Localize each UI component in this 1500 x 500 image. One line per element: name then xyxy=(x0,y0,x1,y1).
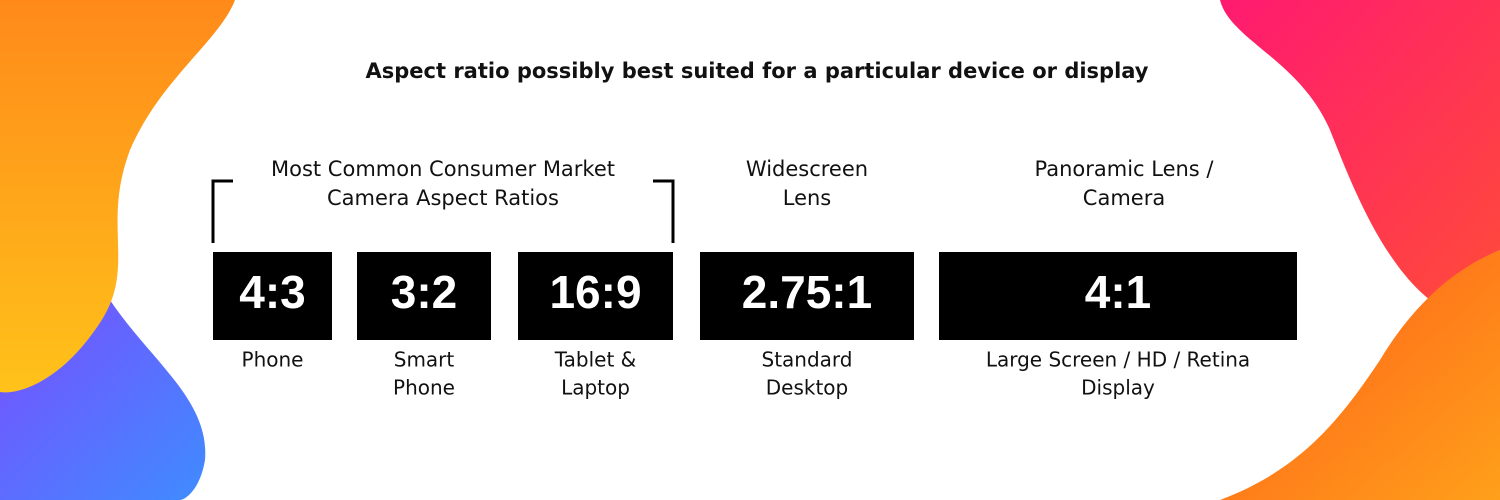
device-label: Large Screen / HD / Retina xyxy=(986,348,1250,372)
ratio-label: 16:9 xyxy=(549,266,641,318)
ratio-box xyxy=(213,252,332,340)
ratio-label: 2.75:1 xyxy=(742,266,872,318)
ratio-box xyxy=(357,252,491,340)
ratio-label: 4:3 xyxy=(239,266,305,318)
group-heading: Camera Aspect Ratios xyxy=(327,186,559,210)
group-heading: Most Common Consumer Market xyxy=(271,157,615,181)
group-heading: Widescreen xyxy=(746,157,868,181)
group-heading: Camera xyxy=(1083,186,1165,210)
ratio-label: 4:1 xyxy=(1085,266,1151,318)
device-label: Laptop xyxy=(561,376,630,400)
ratio-label: 3:2 xyxy=(391,266,457,318)
items: 4:3 Phone 3:2 Smart Phone 16:9 Tablet & Laptop 2… xyxy=(213,252,1297,400)
device-label: Tablet & xyxy=(554,348,637,372)
device-label: Phone xyxy=(242,348,304,372)
ratio-box xyxy=(700,252,914,340)
ratio-box xyxy=(939,252,1297,340)
title: Aspect ratio possibly best suited for a … xyxy=(366,59,1149,83)
group-heading: Panoramic Lens / xyxy=(1034,157,1214,181)
bracket xyxy=(211,179,675,243)
blob xyxy=(1220,250,1500,500)
ratio-box xyxy=(518,252,673,340)
blob xyxy=(1220,0,1500,300)
device-label: Phone xyxy=(393,376,455,400)
group-heading: Lens xyxy=(783,186,832,210)
device-label: Display xyxy=(1081,376,1155,400)
device-label: Standard xyxy=(762,348,853,372)
device-label: Desktop xyxy=(766,376,848,400)
device-label: Smart xyxy=(394,348,455,372)
blob xyxy=(0,0,235,393)
